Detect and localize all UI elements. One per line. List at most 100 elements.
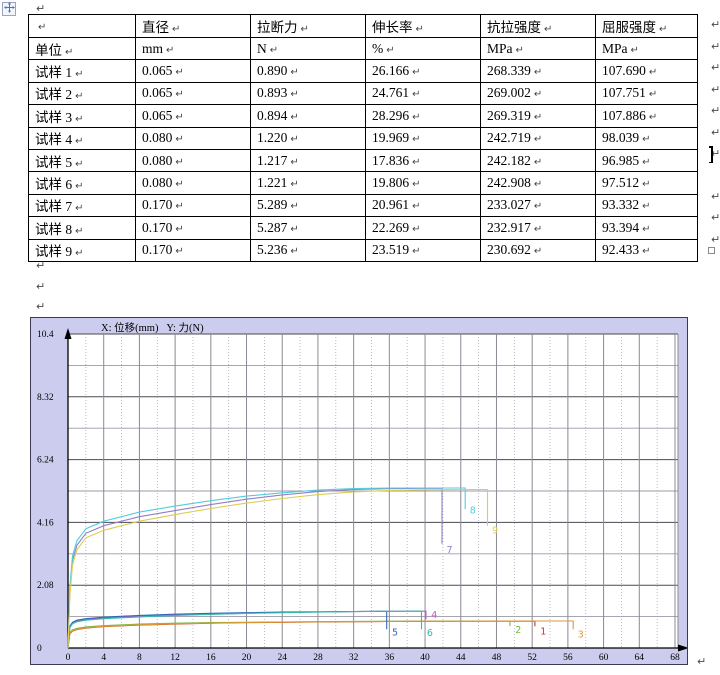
table-cell[interactable]: 19.969 ↵ [365,126,481,150]
table-cell[interactable]: 单位 ↵ [28,36,136,61]
paragraph-mark-icon: ↵ [175,89,184,101]
table-cell[interactable]: 230.692 ↵ [480,238,596,262]
paragraph-mark-icon: ↵ [533,67,543,79]
table-cell[interactable]: 0.080 ↵ [135,171,251,195]
table-cell[interactable]: 97.512 ↵ [595,171,698,195]
table-cell[interactable]: 试样 4 ↵ [28,126,136,150]
table-cell[interactable]: 拉断力 ↵ [250,14,366,38]
table-cell[interactable]: 23.519 ↵ [365,238,481,262]
table-cell[interactable]: 19.806 ↵ [365,171,481,195]
table-cell[interactable]: 0.080 ↵ [135,148,251,173]
cell-text: 试样 1 [35,65,73,81]
table-cell[interactable]: MPa ↵ [480,36,596,61]
table-cell[interactable]: 1.217 ↵ [250,148,366,173]
table-cell[interactable]: 5.236 ↵ [250,238,366,262]
table-cell[interactable]: 0.065 ↵ [135,104,251,128]
table-cell[interactable]: 5.289 ↵ [250,193,366,218]
cell-text: 24.761 [372,85,410,101]
paragraph-mark-icon: ↵ [648,67,658,79]
table-cell[interactable]: 107.886 ↵ [595,104,698,128]
cell-text: 0.170 [142,197,173,213]
table-cell[interactable]: mm ↵ [135,36,251,61]
series-label-3: 3 [578,629,584,640]
table-cell[interactable]: 232.917 ↵ [480,216,596,240]
series-curve-9 [67,488,489,649]
series-curve-3 [67,620,574,649]
paragraph-mark-icon: ↵ [175,67,184,79]
table-cell[interactable]: 屈服强度 ↵ [595,14,698,38]
table-resize-handle[interactable] [708,247,715,254]
table-cell[interactable]: 0.890 ↵ [250,59,366,83]
paragraph-mark-icon: ↵ [75,69,84,81]
series-curve-8 [67,487,466,649]
table-cell[interactable]: 242.719 ↵ [480,126,596,150]
table-cell[interactable]: 24.761 ↵ [365,81,481,106]
table-cell[interactable]: 试样 8 ↵ [28,216,136,240]
table-cell[interactable]: 试样 7 ↵ [28,193,136,218]
table-row: 试样 8 ↵ 0.170 ↵ 5.287 ↵ 22.269 ↵ 232.917 ↵ 93.394 ↵ [28,216,698,240]
table-cell[interactable]: 242.182 ↵ [480,148,596,173]
table-cell[interactable]: 试样 3 ↵ [28,104,136,128]
table-cell[interactable]: 0.170 ↵ [135,193,251,218]
cell-text: 17.836 [372,152,410,168]
table-move-handle[interactable] [2,2,16,16]
paragraph-mark-icon: ↵ [711,82,720,96]
table-cell[interactable]: 269.002 ↵ [480,81,596,106]
table-cell[interactable]: 1.220 ↵ [250,126,366,150]
paragraph-mark-icon: ↵ [175,134,184,146]
table-cell[interactable]: 233.027 ↵ [480,193,596,218]
paragraph-mark-icon: ↵ [166,44,175,56]
table-cell[interactable]: 0.170 ↵ [135,216,251,240]
paragraph-mark-icon: ↵ [711,18,720,31]
table-cell[interactable]: 98.039 ↵ [595,126,698,150]
cell-text: 0.894 [257,107,288,123]
table-cell[interactable]: 269.319 ↵ [480,104,596,128]
table-cell[interactable]: 试样 5 ↵ [28,148,136,173]
table-cell[interactable]: 试样 2 ↵ [28,81,136,106]
paragraph-mark-icon: ↵ [659,24,668,35]
table-cell[interactable]: 26.166 ↵ [365,59,481,83]
table-cell[interactable]: 0.894 ↵ [250,104,366,128]
table-cell[interactable]: 22.269 ↵ [365,216,481,240]
table-cell[interactable]: 92.433 ↵ [595,238,698,262]
table-cell[interactable]: MPa ↵ [595,36,698,61]
table-cell[interactable]: 20.961 ↵ [365,193,481,218]
table-cell[interactable]: 试样 9 ↵ [28,238,136,262]
table-cell[interactable]: 93.332 ↵ [595,193,698,218]
table-cell[interactable]: 0.065 ↵ [135,81,251,106]
table-cell[interactable]: 93.394 ↵ [595,216,698,240]
table-cell[interactable]: 试样 1 ↵ [28,59,136,83]
paragraph-mark-icon: ↵ [412,223,421,235]
force-displacement-chart[interactable]: X: 位移(mm) Y: 力(N) 0 2.08 4.16 6.24 8.32 10.4 0… [30,317,688,665]
table-cell[interactable]: 1.221 ↵ [250,171,366,195]
table-cell[interactable]: N ↵ [250,36,366,61]
paragraph-mark-icon: ↵ [386,44,395,56]
table-cell[interactable]: ↵ [28,14,136,38]
table-cell[interactable]: 28.296 ↵ [365,104,481,128]
y-tick-label: 4.16 [37,518,54,528]
table-cell[interactable]: 伸长率 ↵ [365,14,481,38]
table-cell[interactable]: 0.170 ↵ [135,238,251,262]
paragraph-mark-icon: ↵ [642,201,651,213]
table-cell[interactable]: 17.836 ↵ [365,148,481,173]
cell-text: 242.182 [487,152,531,168]
table-cell[interactable]: 0.080 ↵ [135,126,251,150]
cell-text: 1.221 [257,175,288,191]
table-cell[interactable]: 107.690 ↵ [595,59,698,83]
x-tick-label: 56 [563,653,573,663]
table-cell[interactable]: 268.339 ↵ [480,59,596,83]
table-cell[interactable]: 96.985 ↵ [595,148,698,173]
table-cell[interactable]: 直径 ↵ [135,14,251,38]
table-cell[interactable]: 0.893 ↵ [250,81,366,106]
x-tick-label: 4 [101,653,106,663]
table-cell[interactable]: 试样 6 ↵ [28,171,136,195]
x-tick-label: 24 [277,653,287,663]
table-cell[interactable]: 242.908 ↵ [480,171,596,195]
table-cell[interactable]: 抗拉强度 ↵ [480,14,596,38]
table-cell[interactable]: 5.287 ↵ [250,216,366,240]
table-cell[interactable]: % ↵ [365,36,481,61]
table-cell[interactable]: 0.065 ↵ [135,59,251,83]
table-cell[interactable]: 107.751 ↵ [595,81,698,106]
cell-text: 5.287 [257,219,288,235]
